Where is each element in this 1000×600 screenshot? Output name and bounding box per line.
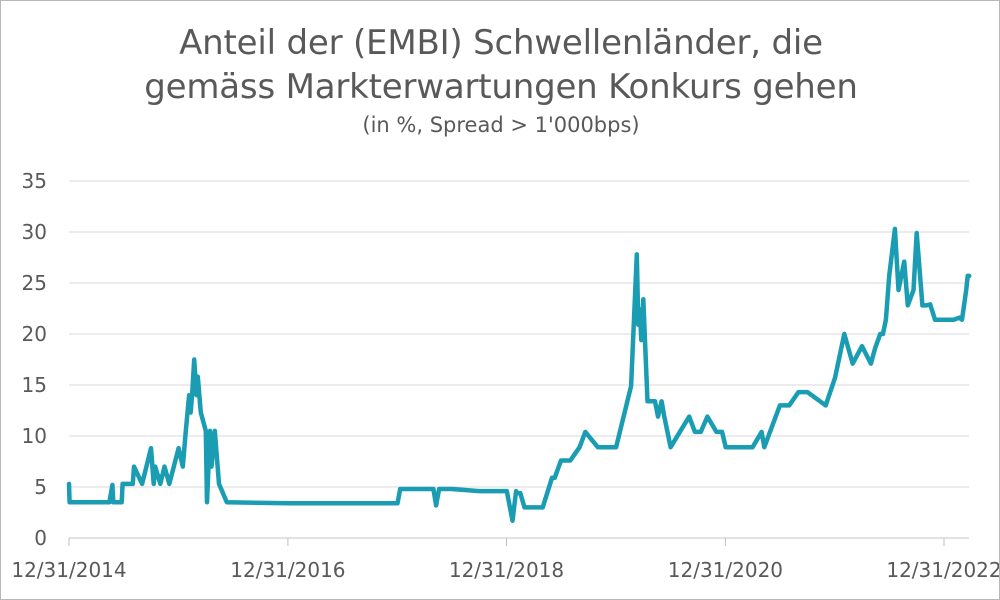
y-tick-label: 15 — [22, 373, 47, 397]
gridlines — [69, 180, 969, 488]
series-line-0 — [66, 226, 972, 523]
y-axis: 0 5 10 15 20 25 30 35 — [22, 169, 47, 550]
y-tick-label: 10 — [22, 424, 47, 448]
y-tick-label: 35 — [22, 169, 47, 193]
y-tick-label: 20 — [22, 322, 47, 346]
chart-title-line-2: gemäss Markterwartungen Konkurs gehen — [144, 67, 858, 107]
x-tick-label: 12/31/2018 — [449, 558, 564, 582]
x-tick-label: 12/31/2016 — [230, 558, 345, 582]
series-group — [66, 226, 972, 523]
y-tick-label: 0 — [34, 526, 47, 550]
chart-title-block: Anteil der (EMBI) Schwellenländer, die g… — [1, 21, 999, 139]
x-tick-label: 12/31/2022 — [886, 558, 999, 582]
chart-subtitle: (in %, Spread > 1'000bps) — [362, 113, 640, 137]
x-tick-label: 12/31/2014 — [11, 558, 126, 582]
y-tick-label: 30 — [22, 220, 47, 244]
chart-title-line-1: Anteil der (EMBI) Schwellenländer, die — [179, 23, 823, 63]
y-tick-label: 25 — [22, 271, 47, 295]
x-tick-label: 12/31/2020 — [668, 558, 783, 582]
y-tick-label: 5 — [34, 475, 47, 499]
x-axis: 12/31/2014 12/31/2016 12/31/2018 12/31/2020… — [11, 537, 999, 582]
